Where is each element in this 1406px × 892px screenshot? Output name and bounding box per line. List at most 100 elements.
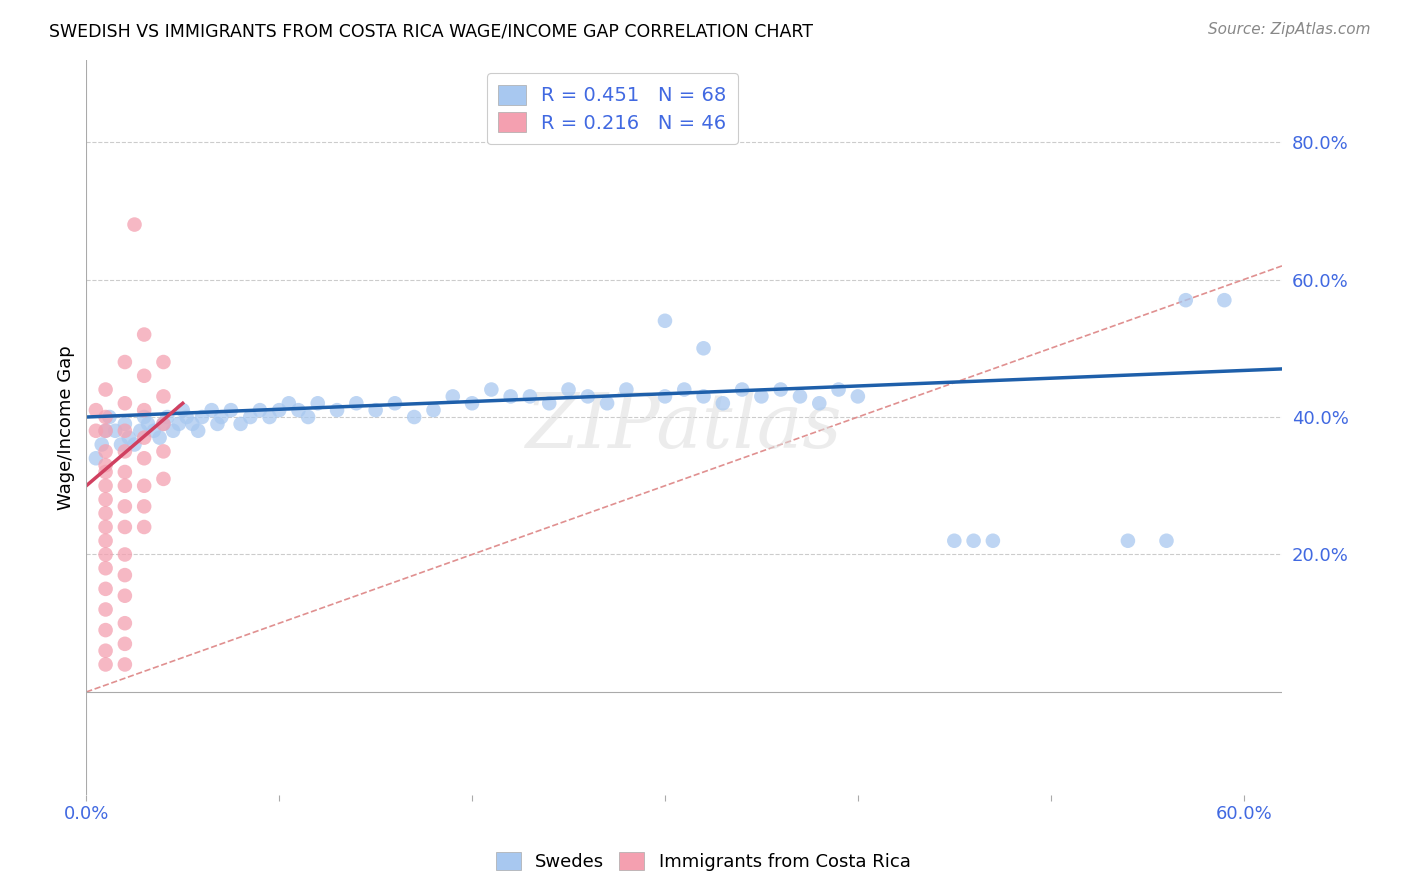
Point xyxy=(156,410,179,425)
Point xyxy=(114,355,136,369)
Point xyxy=(134,403,156,417)
Legend: R = 0.451   N = 68, R = 0.216   N = 46: R = 0.451 N = 68, R = 0.216 N = 46 xyxy=(486,73,738,145)
Point xyxy=(134,500,156,514)
Point xyxy=(94,479,117,493)
Point xyxy=(673,383,696,397)
Point xyxy=(94,444,117,458)
Point xyxy=(384,396,406,410)
Point xyxy=(114,616,136,631)
Point xyxy=(167,417,190,431)
Point xyxy=(134,327,156,342)
Point xyxy=(422,403,444,417)
Point xyxy=(808,396,831,410)
Point xyxy=(134,451,156,466)
Point xyxy=(114,444,136,458)
Point xyxy=(538,396,561,410)
Point xyxy=(287,403,309,417)
Point xyxy=(1174,293,1197,308)
Y-axis label: Wage/Income Gap: Wage/Income Gap xyxy=(58,345,75,509)
Point xyxy=(187,424,209,438)
Point xyxy=(846,389,869,403)
Point xyxy=(576,389,599,403)
Point xyxy=(981,533,1004,548)
Point xyxy=(616,383,638,397)
Point xyxy=(152,389,174,403)
Point xyxy=(269,403,291,417)
Point xyxy=(249,403,271,417)
Point xyxy=(104,424,127,438)
Point xyxy=(114,465,136,479)
Point xyxy=(479,383,502,397)
Point xyxy=(94,492,117,507)
Point xyxy=(519,389,541,403)
Point xyxy=(94,644,117,658)
Point xyxy=(114,417,136,431)
Point xyxy=(94,548,117,562)
Point xyxy=(90,437,112,451)
Point xyxy=(152,472,174,486)
Point xyxy=(94,424,117,438)
Point xyxy=(94,465,117,479)
Point xyxy=(207,417,229,431)
Point xyxy=(114,396,136,410)
Point xyxy=(142,424,165,438)
Point xyxy=(94,602,117,616)
Point xyxy=(1116,533,1139,548)
Point xyxy=(84,424,107,438)
Point xyxy=(124,218,146,232)
Point xyxy=(1156,533,1178,548)
Point xyxy=(114,637,136,651)
Point xyxy=(654,314,676,328)
Point xyxy=(344,396,367,410)
Point xyxy=(364,403,387,417)
Point xyxy=(404,410,426,425)
Point xyxy=(162,424,184,438)
Point xyxy=(94,520,117,534)
Point xyxy=(118,431,141,445)
Point xyxy=(149,431,172,445)
Point xyxy=(94,410,117,425)
Point xyxy=(114,500,136,514)
Point xyxy=(152,417,174,431)
Point xyxy=(277,396,299,410)
Point xyxy=(209,410,232,425)
Point xyxy=(94,561,117,575)
Point xyxy=(827,383,849,397)
Point xyxy=(84,403,107,417)
Point xyxy=(172,403,194,417)
Point xyxy=(136,417,159,431)
Point xyxy=(114,520,136,534)
Point xyxy=(297,410,319,425)
Point xyxy=(98,410,121,425)
Point xyxy=(229,417,252,431)
Point xyxy=(84,451,107,466)
Point xyxy=(114,568,136,582)
Point xyxy=(94,533,117,548)
Text: ZIPatlas: ZIPatlas xyxy=(526,391,842,465)
Point xyxy=(692,389,714,403)
Point xyxy=(134,368,156,383)
Point xyxy=(176,410,198,425)
Point xyxy=(114,589,136,603)
Point xyxy=(110,437,132,451)
Point xyxy=(441,389,464,403)
Point xyxy=(461,396,484,410)
Point xyxy=(943,533,966,548)
Point xyxy=(239,410,262,425)
Point xyxy=(114,657,136,672)
Point xyxy=(124,437,146,451)
Point xyxy=(114,479,136,493)
Point xyxy=(596,396,619,410)
Point xyxy=(129,424,152,438)
Point xyxy=(789,389,811,403)
Point xyxy=(94,458,117,472)
Point xyxy=(134,431,156,445)
Point xyxy=(692,341,714,355)
Point xyxy=(751,389,773,403)
Point xyxy=(962,533,984,548)
Point xyxy=(114,424,136,438)
Point xyxy=(94,424,117,438)
Point xyxy=(94,383,117,397)
Point xyxy=(307,396,329,410)
Point xyxy=(1213,293,1236,308)
